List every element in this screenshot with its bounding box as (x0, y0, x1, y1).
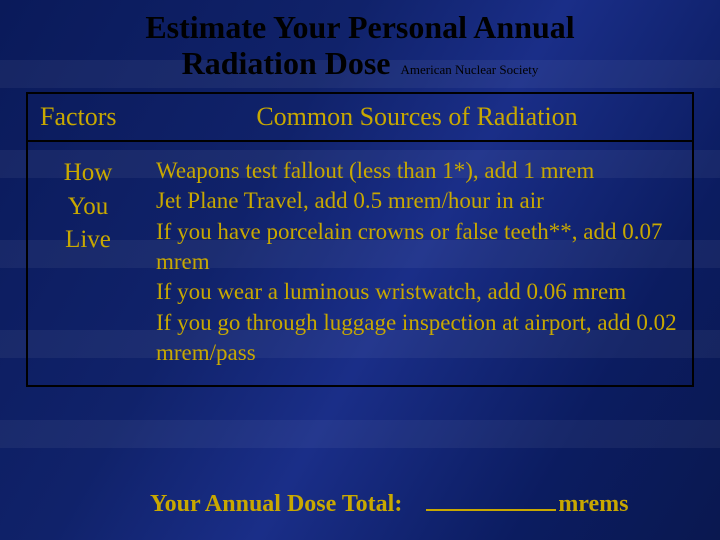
footer-label: Your Annual Dose Total: (150, 491, 402, 517)
source-line: Jet Plane Travel, add 0.5 mrem/hour in a… (156, 186, 678, 216)
title-line-2: Radiation Dose (182, 45, 391, 82)
source-line: If you have porcelain crowns or false te… (156, 217, 678, 278)
radiation-table: Factors Common Sources of Radiation How … (26, 92, 694, 387)
table-header-row: Factors Common Sources of Radiation (28, 94, 692, 142)
title-subtitle: American Nuclear Society (401, 62, 539, 78)
slide-content: Estimate Your Personal Annual Radiation … (0, 0, 720, 540)
source-line: If you wear a luminous wristwatch, add 0… (156, 277, 678, 307)
footer-unit: mrems (558, 491, 628, 517)
header-factors: Factors (28, 94, 146, 140)
factor-line: How (40, 156, 136, 190)
header-common-sources: Common Sources of Radiation (146, 94, 692, 140)
slide-title: Estimate Your Personal Annual Radiation … (0, 0, 720, 82)
factor-line: Live (40, 223, 136, 257)
factor-cell: How You Live (28, 142, 146, 385)
footer-total: Your Annual Dose Total: mrems (150, 487, 690, 518)
table-body-row: How You Live Weapons test fallout (less … (28, 142, 692, 385)
source-line: If you go through luggage inspection at … (156, 308, 678, 369)
title-line-1: Estimate Your Personal Annual (0, 10, 720, 45)
factor-line: You (40, 190, 136, 224)
sources-cell: Weapons test fallout (less than 1*), add… (146, 142, 692, 385)
source-line: Weapons test fallout (less than 1*), add… (156, 156, 678, 186)
footer-blank-line (426, 487, 556, 511)
